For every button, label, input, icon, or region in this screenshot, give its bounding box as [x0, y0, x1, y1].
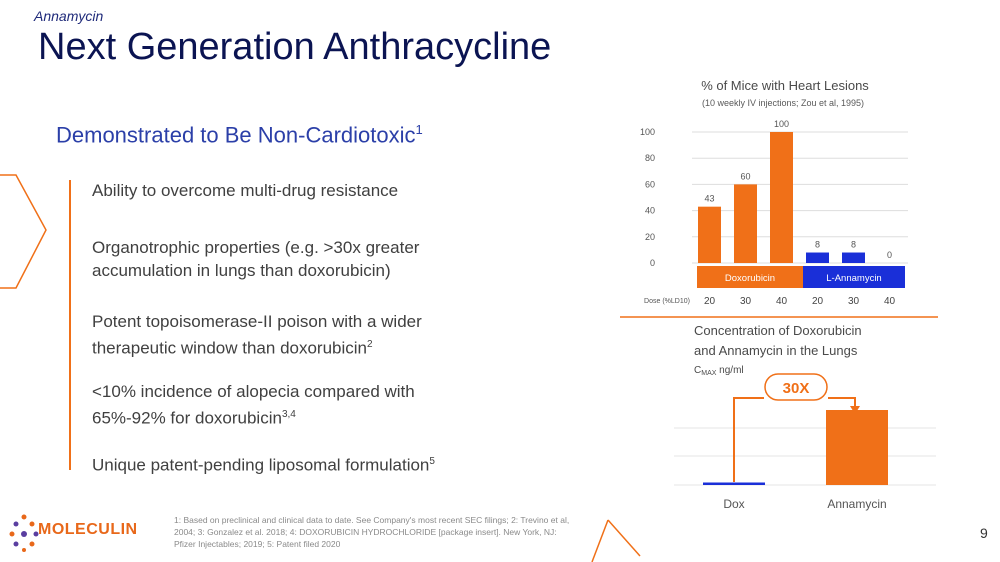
chart1-title: % of Mice with Heart Lesions [701, 78, 869, 93]
chart1-subtitle: (10 weekly IV injections; Zou et al, 199… [702, 98, 864, 108]
bar [806, 252, 829, 263]
y-tick-label: 100 [640, 127, 655, 137]
bar [703, 482, 765, 485]
section-subtitle: Demonstrated to Be Non-Cardiotoxic1 [56, 122, 423, 148]
data-label: 8 [815, 240, 820, 250]
page-title: Next Generation Anthracycline [38, 26, 552, 68]
x-tick-label: 20 [812, 296, 824, 307]
data-label: 100 [774, 119, 789, 129]
annotation-label: 30X [783, 380, 810, 397]
bar [698, 206, 721, 263]
chart2-title-line1: Concentration of Doxorubicin [694, 323, 862, 338]
annotation-bubble [764, 373, 828, 401]
decorative-bottom-lines [591, 519, 641, 562]
footnote: 1: Based on preclinical and clinical dat… [174, 515, 570, 549]
moleculin-logo-icon [9, 514, 39, 552]
chart1-xlabel: Dose (%LD10) [644, 298, 690, 305]
supertitle: Annamycin [34, 8, 104, 24]
x-tick-label: Dox [723, 497, 744, 511]
moleculin-logo-text: MOLECULIN [38, 521, 138, 538]
group-label-doxorubicin: Doxorubicin [725, 273, 775, 284]
annotation-arrow-left [733, 397, 764, 482]
chart2-ylabel: CMAX ng/ml [694, 365, 744, 377]
x-tick-label: 30 [848, 296, 860, 307]
bar [842, 252, 865, 263]
group-label-annamycin-bg [803, 266, 905, 288]
bar [770, 132, 793, 263]
x-tick-label: Annamycin [827, 497, 886, 511]
lung-concentration-chart: Concentration of Doxorubicin and Annamyc… [674, 323, 936, 511]
bullet-item: <10% incidence of alopecia compared with… [92, 382, 415, 428]
data-label: 8 [851, 240, 856, 250]
bar [826, 410, 888, 485]
arrow-head [850, 406, 860, 414]
bar [734, 184, 757, 263]
chart2-title-line2: and Annamycin in the Lungs [694, 343, 858, 358]
x-tick-label: 30 [740, 296, 752, 307]
chart-divider [620, 316, 938, 318]
decorative-chevron [0, 174, 47, 289]
x-tick-label: 40 [776, 296, 788, 307]
y-tick-label: 40 [645, 206, 655, 216]
bullet-item: Potent topoisomerase-II poison with a wi… [92, 312, 422, 358]
bullet-item: Organotrophic properties (e.g. >30x grea… [92, 238, 420, 280]
annotation-arrow-right [828, 397, 856, 408]
page-number: 9 [980, 525, 988, 541]
bullet-item: Unique patent-pending liposomal formulat… [92, 455, 435, 475]
data-label: 43 [704, 194, 714, 204]
y-tick-label: 80 [645, 153, 655, 163]
y-tick-label: 60 [645, 179, 655, 189]
group-label-doxorubicin-bg [697, 266, 803, 288]
bullet-item: Ability to overcome multi-drug resistanc… [92, 181, 399, 200]
y-tick-label: 20 [645, 232, 655, 242]
bullet-divider [69, 180, 71, 470]
y-tick-label: 0 [650, 258, 655, 268]
group-label-annamycin: L-Annamycin [826, 273, 881, 284]
data-label: 60 [740, 171, 750, 181]
data-label: 0 [887, 250, 892, 260]
x-tick-label: 20 [704, 296, 716, 307]
heart-lesions-chart: % of Mice with Heart Lesions (10 weekly … [640, 78, 908, 307]
x-tick-label: 40 [884, 296, 896, 307]
